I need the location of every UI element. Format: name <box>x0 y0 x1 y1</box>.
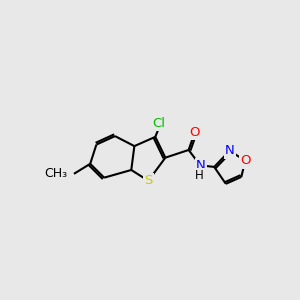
Text: O: O <box>190 126 200 139</box>
Text: N: N <box>225 144 235 157</box>
Text: S: S <box>144 174 152 187</box>
Text: N: N <box>196 159 206 172</box>
Text: Cl: Cl <box>152 116 165 130</box>
Text: H: H <box>195 169 204 182</box>
Text: CH₃: CH₃ <box>44 167 67 180</box>
Text: O: O <box>240 154 250 167</box>
